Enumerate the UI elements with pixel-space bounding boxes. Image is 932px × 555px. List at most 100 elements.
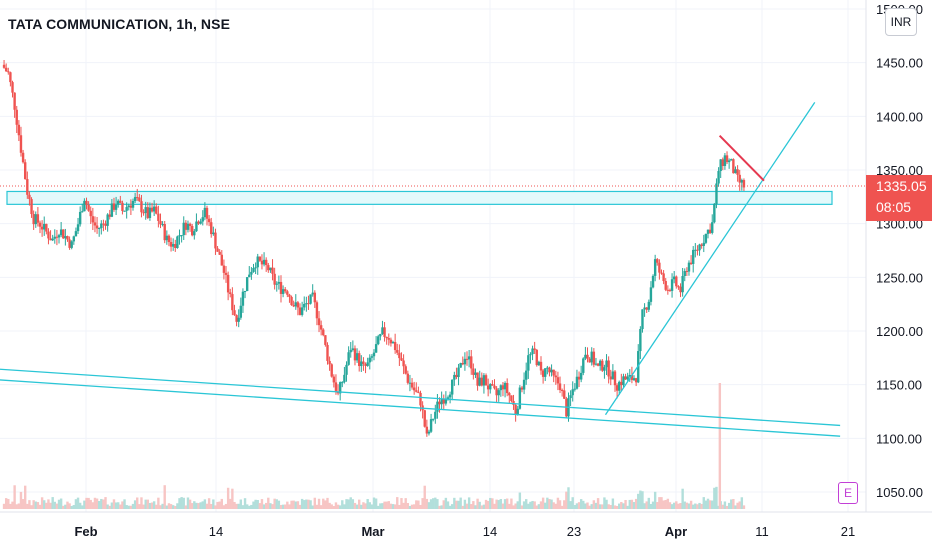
volume-bar [106, 504, 109, 509]
volume-bar [273, 498, 276, 509]
candle-body [290, 296, 293, 306]
candle-body [501, 385, 505, 390]
volume-bar [734, 505, 737, 509]
candle-body [408, 382, 412, 384]
volume-bar [7, 498, 10, 509]
candle-body [465, 358, 469, 360]
volume-bar [303, 500, 306, 509]
candle-body [104, 223, 107, 226]
volume-bar [188, 499, 192, 509]
volume-bar [203, 499, 207, 509]
candle-body [9, 72, 12, 83]
price-axis[interactable]: 1500.001450.001400.001350.001300.001250.… [876, 2, 923, 500]
volume-bar [577, 502, 581, 509]
time-tick-label: Feb [74, 524, 97, 539]
candle-body [180, 235, 183, 237]
volume-bar [446, 501, 450, 509]
volume-bar [415, 500, 418, 509]
volume-bar [186, 497, 190, 509]
candle-body [296, 302, 300, 308]
volume-bar [112, 499, 116, 509]
volume-bar [324, 500, 327, 509]
candle-body [660, 272, 663, 274]
candle-body [338, 382, 342, 394]
candle-body [590, 351, 593, 363]
volume-bar [368, 502, 371, 509]
candle-body [725, 155, 729, 163]
candle-body [36, 214, 40, 223]
candle-body [486, 385, 490, 390]
volume-bar [358, 499, 361, 509]
volume-bar [573, 505, 577, 509]
candle-body [305, 303, 308, 305]
candle-body [97, 228, 101, 230]
candle-body [651, 275, 655, 288]
candle-body [531, 348, 534, 355]
price-tick-label: 1150.00 [876, 378, 922, 393]
candle-body [406, 373, 410, 383]
candle-body [281, 289, 285, 294]
candle-body [100, 223, 103, 229]
volume-bar [565, 491, 568, 509]
candle-body [197, 221, 200, 224]
volume-bar [260, 499, 264, 509]
volume-bar [518, 492, 522, 509]
candle-body [161, 224, 164, 226]
volume-bar [355, 504, 359, 509]
volume-bar [609, 505, 612, 509]
volume-bar [662, 500, 665, 509]
chart-title: TATA COMMUNICATION, 1h, NSE [8, 16, 231, 32]
candle-body [689, 262, 693, 264]
volume-bar [429, 499, 433, 509]
candle-body [322, 329, 325, 336]
volume-bar [630, 499, 634, 509]
volume-bar [326, 497, 329, 509]
volume-bar [288, 504, 291, 509]
volume-bar [495, 499, 498, 509]
candle-body [410, 382, 414, 388]
candle-body [309, 294, 312, 304]
volume-bar [560, 505, 564, 509]
volume-bar [110, 502, 114, 509]
volume-bar [620, 501, 623, 509]
candle-body [114, 204, 118, 210]
time-axis[interactable]: Feb 14 Mar 14 23 Apr 11 21 [74, 524, 855, 539]
volume-bar [516, 501, 519, 509]
volume-bar [286, 501, 289, 509]
volume-bar [529, 501, 532, 509]
candle-body [347, 352, 350, 365]
candle-body [85, 200, 88, 205]
volume-bar [546, 497, 549, 509]
volume-bar [294, 501, 297, 509]
candle-body [188, 223, 192, 227]
earnings-event-marker[interactable]: E [838, 482, 858, 504]
volume-bar [87, 497, 90, 509]
volume-bar [453, 497, 456, 509]
candle-body [601, 360, 604, 371]
volume-bar [245, 504, 249, 509]
volume-bar [718, 383, 722, 509]
candle-body [182, 222, 185, 236]
candle-body [49, 238, 52, 241]
volume-bar [201, 501, 204, 509]
candle-body [482, 375, 486, 386]
volume-bar [721, 504, 725, 509]
candle-body [362, 361, 365, 364]
volume-bar [493, 503, 496, 509]
volume-bar [205, 503, 209, 509]
candle-body [127, 205, 130, 208]
volume-bar [548, 499, 551, 509]
candle-body [404, 366, 407, 374]
candle-body [53, 236, 56, 239]
volume-bar [32, 500, 35, 509]
volume-bar [391, 504, 395, 509]
candle-body [121, 202, 124, 211]
candle-body [571, 389, 574, 396]
currency-button[interactable]: INR [885, 8, 917, 36]
volume-bar [11, 501, 14, 509]
volume-bar [459, 497, 462, 509]
volume-bar [480, 505, 484, 509]
candle-body [700, 244, 703, 246]
